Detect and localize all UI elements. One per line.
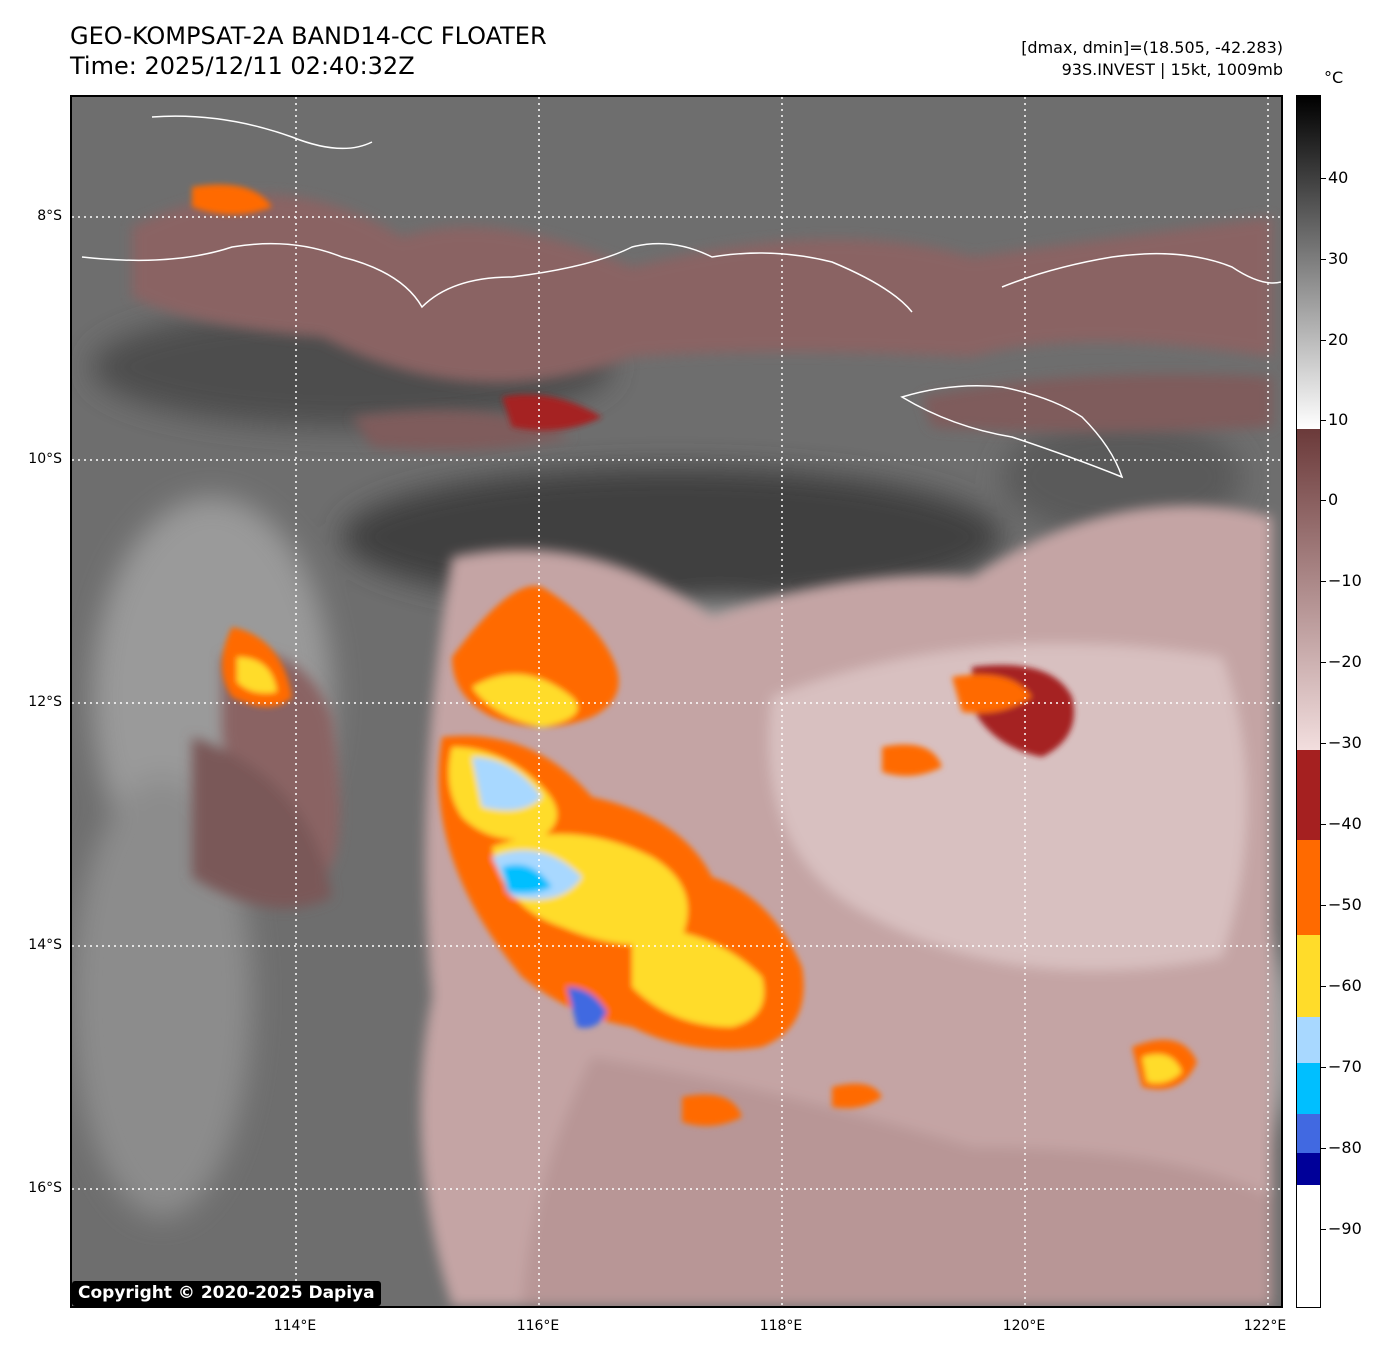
white-band: [1297, 1185, 1320, 1307]
brown-band: [1297, 429, 1320, 750]
lon-label-122e: 122°E: [1243, 1318, 1287, 1334]
cb-tick: [1321, 500, 1326, 501]
cb-tick: [1321, 1229, 1326, 1230]
deep-convection: [192, 184, 1197, 1126]
cb-label-m20: −20: [1328, 652, 1362, 671]
cb-label-m10: −10: [1328, 571, 1362, 590]
cb-tick: [1321, 178, 1326, 179]
navy-band: [1297, 1153, 1320, 1185]
cb-label-m30: −30: [1328, 733, 1362, 752]
lon-label-114e: 114°E: [273, 1318, 317, 1334]
cb-tick: [1321, 662, 1326, 663]
time-label: Time: 2025/12/11 02:40:32Z: [70, 52, 415, 80]
gray-band: [1297, 96, 1320, 429]
cb-label-10: 10: [1328, 410, 1349, 429]
cb-tick: [1321, 824, 1326, 825]
cb-label-m40: −40: [1328, 814, 1362, 833]
cb-label-30: 30: [1328, 249, 1349, 268]
lat-label-16s: 16°S: [28, 1180, 62, 1196]
lon-label-120e: 120°E: [1002, 1318, 1046, 1334]
map-canvas: [72, 97, 1281, 1306]
cb-tick: [1321, 340, 1326, 341]
blue-band: [1297, 1114, 1320, 1153]
lon-label-116e: 116°E: [516, 1318, 560, 1334]
cb-tick: [1321, 259, 1326, 260]
cb-tick: [1321, 581, 1326, 582]
red-band: [1297, 750, 1320, 840]
lat-label-8s: 8°S: [37, 208, 62, 224]
storm-info: 93S.INVEST | 15kt, 1009mb: [1061, 60, 1283, 79]
colorbar: [1296, 95, 1321, 1308]
colorbar-unit: °C: [1324, 68, 1344, 87]
colorbar-gradient: [1297, 96, 1320, 1307]
cb-tick: [1321, 1067, 1326, 1068]
cb-tick: [1321, 986, 1326, 987]
cb-label-m50: −50: [1328, 895, 1362, 914]
lat-label-10s: 10°S: [28, 451, 62, 467]
copyright-label: Copyright © 2020-2025 Dapiya: [72, 1281, 381, 1306]
lat-label-12s: 12°S: [28, 694, 62, 710]
cb-label-m60: −60: [1328, 976, 1362, 995]
cb-label-20: 20: [1328, 330, 1349, 349]
orange-band: [1297, 840, 1320, 935]
cb-label-m90: −90: [1328, 1219, 1362, 1238]
cb-tick: [1321, 743, 1326, 744]
range-info: [dmax, dmin]=(18.505, -42.283): [1021, 38, 1283, 57]
yellow-band: [1297, 935, 1320, 1017]
lon-label-118e: 118°E: [759, 1318, 803, 1334]
satellite-map: [70, 95, 1283, 1308]
cb-tick: [1321, 420, 1326, 421]
cb-label-m70: −70: [1328, 1057, 1362, 1076]
cb-tick: [1321, 905, 1326, 906]
cyan-band: [1297, 1063, 1320, 1114]
cb-label-m80: −80: [1328, 1138, 1362, 1157]
lat-label-14s: 14°S: [28, 937, 62, 953]
coastlines: [81, 115, 1281, 479]
chart-title: GEO-KOMPSAT-2A BAND14-CC FLOATER: [70, 22, 547, 50]
lightblue-band: [1297, 1017, 1320, 1063]
cb-tick: [1321, 1148, 1326, 1149]
cb-label-0: 0: [1328, 490, 1339, 509]
cb-label-40: 40: [1328, 168, 1349, 187]
